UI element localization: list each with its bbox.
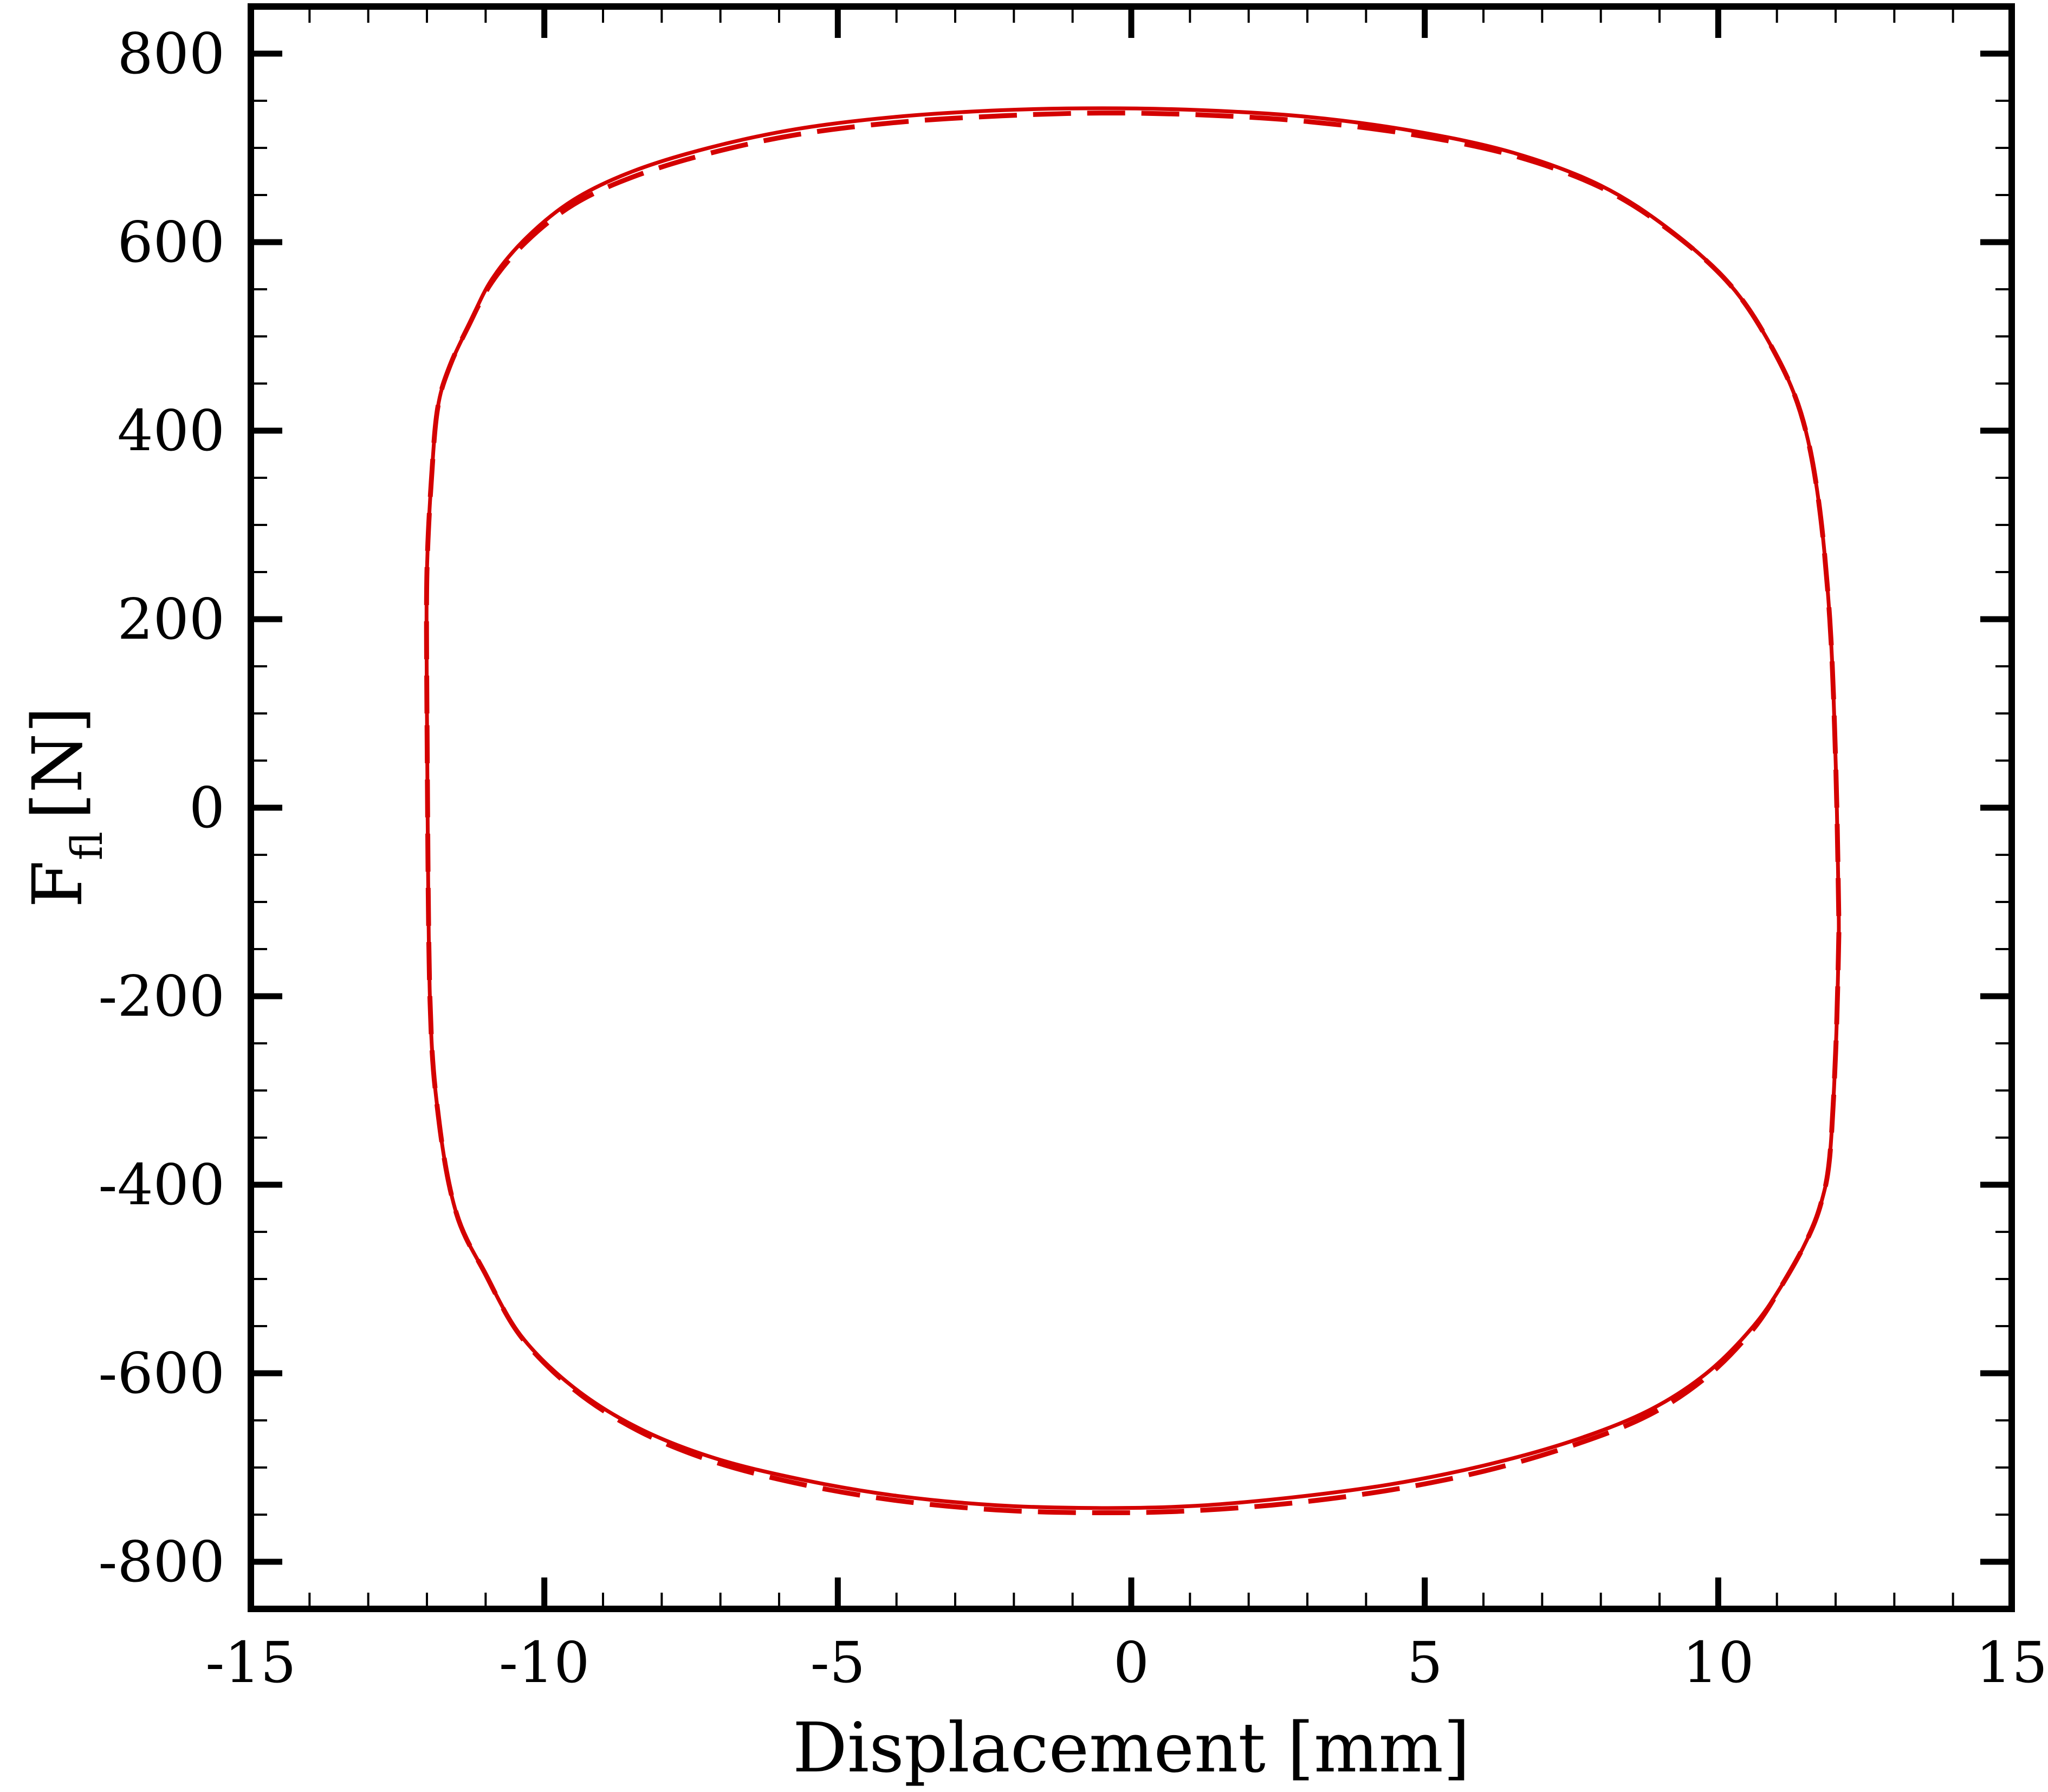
y-tick-label: 400: [117, 398, 225, 464]
y-tick-label: 600: [117, 209, 225, 275]
y-axis-label: Ffl [N]: [18, 706, 112, 907]
y-tick-label: 800: [117, 21, 225, 87]
y-tick-label: 200: [117, 586, 225, 652]
x-tick-label: 0: [1113, 1629, 1149, 1696]
y-axis-label-unit: [N]: [18, 706, 98, 820]
y-axis-label-subscript: fl: [62, 832, 112, 860]
x-tick-label: 15: [1976, 1629, 2047, 1696]
x-tick-label: 5: [1407, 1629, 1443, 1696]
y-tick-label: 0: [189, 775, 225, 841]
plot-frame: [248, 3, 2015, 1612]
y-tick-label: -200: [98, 963, 225, 1029]
series-layer: [424, 106, 1842, 1516]
x-tick-label: -10: [499, 1629, 589, 1696]
y-axis-label-main: F: [18, 860, 98, 907]
series-line-dashed: [424, 111, 1842, 1516]
y-tick-label: -400: [98, 1152, 225, 1218]
x-tick-label: -5: [811, 1629, 865, 1696]
y-tick-label: -800: [98, 1529, 225, 1595]
tick-labels: -15 -10 -5 0 5 10 15 -800 -600 -400 -200 0 200 400 600…: [98, 21, 2047, 1696]
series-line-solid: [424, 106, 1841, 1510]
y-tick-label: -600: [98, 1340, 225, 1406]
x-tick-label: 10: [1682, 1629, 1754, 1696]
x-axis-label: Displacement [mm]: [793, 1708, 1470, 1788]
x-tick-label: -15: [205, 1629, 296, 1696]
